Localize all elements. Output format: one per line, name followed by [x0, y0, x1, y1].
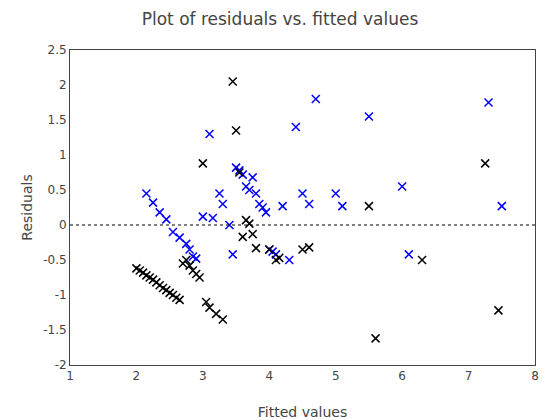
svg-text:-0.5: -0.5	[43, 253, 66, 267]
svg-text:2.5: 2.5	[48, 43, 67, 57]
svg-text:1: 1	[66, 369, 74, 383]
svg-text:-1.5: -1.5	[43, 323, 66, 337]
svg-text:0.5: 0.5	[48, 183, 67, 197]
svg-text:2: 2	[59, 78, 67, 92]
svg-text:Residuals: Residuals	[19, 174, 35, 240]
svg-text:-2: -2	[55, 358, 67, 372]
svg-text:3: 3	[199, 369, 207, 383]
svg-text:Plot of residuals vs. fitted v: Plot of residuals vs. fitted values	[142, 9, 419, 29]
svg-text:5: 5	[332, 369, 340, 383]
svg-text:4: 4	[265, 369, 273, 383]
svg-text:7: 7	[465, 369, 473, 383]
svg-text:Fitted values: Fitted values	[258, 404, 347, 420]
svg-text:-1: -1	[55, 288, 67, 302]
svg-text:1: 1	[59, 148, 67, 162]
svg-text:8: 8	[531, 369, 539, 383]
svg-text:0: 0	[59, 218, 67, 232]
svg-text:2: 2	[133, 369, 141, 383]
svg-text:1.5: 1.5	[48, 113, 67, 127]
svg-text:6: 6	[398, 369, 406, 383]
